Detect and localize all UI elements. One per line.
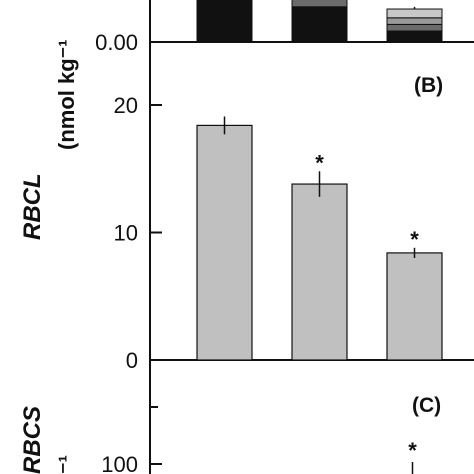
panel-b-ticks: 0 10 20: [114, 93, 162, 373]
panel-a-bar-segment: [386, 23, 443, 32]
panel-b-label: (B): [414, 74, 443, 97]
panel-a-tick-label: 0.00: [95, 30, 138, 55]
panel-b-significance: *: [315, 150, 324, 175]
panel-b-bar: [386, 252, 443, 361]
panel-b-y-title: RBCL: [19, 173, 46, 240]
panel-b-bar: [196, 124, 253, 361]
panel-c-significance: *: [408, 438, 417, 463]
panel-a-bar-segment: [291, 6, 348, 43]
panel-a-y-title: (nmol kg⁻¹: [54, 39, 79, 150]
panel-b-significance: *: [410, 227, 419, 252]
panel-c-y-title: RBCS: [19, 406, 46, 474]
panel-a-bar-segment: [291, 0, 348, 8]
panel-a: 0.00: [95, 0, 474, 55]
panel-b-tick-label: 0: [126, 348, 138, 373]
panel-c-ticks: 100: [101, 452, 162, 474]
panel-a-bars: [196, 0, 443, 43]
panel-b-tick-label: 10: [114, 221, 138, 246]
panel-a-bar-segment: [196, 0, 253, 43]
panel-b-bars: **: [196, 116, 443, 361]
panel-c: 100 * (C): [101, 360, 441, 474]
panel-a-bar-segment: [386, 30, 443, 43]
panel-c-bars: *: [408, 438, 417, 474]
panel-a-bar-segment: [386, 8, 443, 19]
panel-c-y-title-unit: ⁻¹: [54, 455, 79, 474]
panel-a-bar-segment: [386, 17, 443, 25]
panel-c-tick-label: 100: [101, 452, 138, 474]
panel-b-bar: [291, 183, 348, 361]
panel-b-tick-label: 20: [114, 93, 138, 118]
panel-c-label: (C): [412, 394, 441, 417]
